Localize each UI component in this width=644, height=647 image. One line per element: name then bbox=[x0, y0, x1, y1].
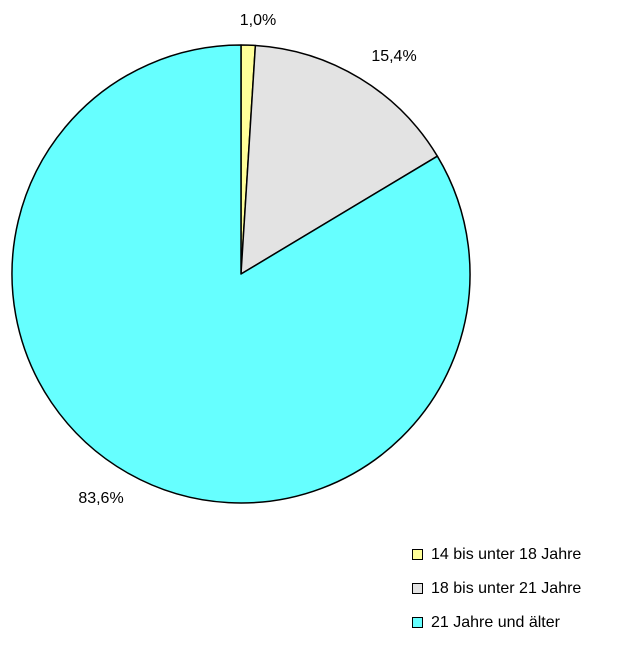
legend-item: 14 bis unter 18 Jahre bbox=[412, 545, 644, 564]
legend-item: 21 Jahre und älter bbox=[412, 613, 644, 632]
legend-label-0: 14 bis unter 18 Jahre bbox=[431, 545, 582, 563]
slice-label-0: 1,0% bbox=[240, 12, 276, 29]
slice-label-2: 83,6% bbox=[78, 490, 123, 507]
pie-slice-1 bbox=[240, 44, 439, 275]
legend: 14 bis unter 18 Jahre 18 bis unter 21 Ja… bbox=[412, 545, 644, 647]
pie-slice-2 bbox=[11, 44, 471, 504]
legend-label-2: 21 Jahre und älter bbox=[431, 613, 560, 631]
legend-item: 18 bis unter 21 Jahre bbox=[412, 579, 644, 598]
pie-chart-svg: 1,0% 15,4% 83,6% bbox=[11, 12, 471, 507]
legend-swatch-0 bbox=[412, 549, 423, 560]
slice-label-1: 15,4% bbox=[371, 48, 416, 65]
legend-label-1: 18 bis unter 21 Jahre bbox=[431, 579, 582, 597]
legend-swatch-1 bbox=[412, 583, 423, 594]
pie-chart: 1,0% 15,4% 83,6% 14 bis unter 18 Jahre 18 … bbox=[11, 12, 581, 631]
